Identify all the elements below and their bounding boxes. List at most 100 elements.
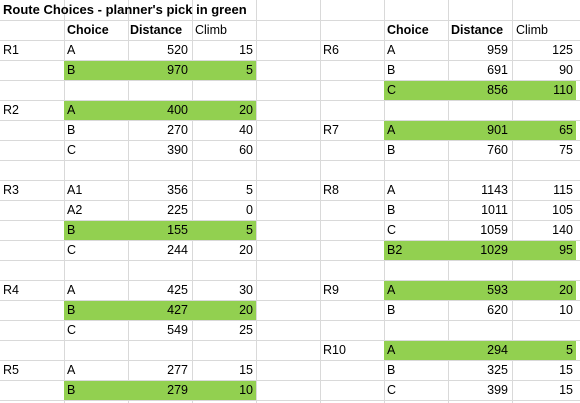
- choice-cell[interactable]: B: [67, 383, 76, 397]
- distance-cell[interactable]: 244: [167, 243, 188, 257]
- climb-cell[interactable]: 110: [553, 83, 573, 97]
- route-label[interactable]: R2: [3, 103, 19, 117]
- choice-cell[interactable]: A: [67, 363, 76, 377]
- distance-cell[interactable]: 1143: [481, 183, 508, 197]
- climb-cell[interactable]: 105: [552, 203, 573, 217]
- sheet-title[interactable]: Route Choices - planner's pick in green: [3, 2, 247, 17]
- climb-cell[interactable]: 5: [566, 343, 573, 357]
- climb-cell[interactable]: 15: [559, 363, 573, 377]
- distance-cell[interactable]: 277: [167, 363, 188, 377]
- distance-cell[interactable]: 691: [487, 63, 508, 77]
- climb-cell[interactable]: 10: [239, 383, 253, 397]
- distance-cell[interactable]: 279: [167, 383, 188, 397]
- choice-cell[interactable]: C: [67, 323, 77, 337]
- choice-cell[interactable]: A: [67, 283, 76, 297]
- choice-cell[interactable]: C: [67, 143, 77, 157]
- route-label[interactable]: R8: [323, 183, 339, 197]
- route-label[interactable]: R7: [323, 123, 339, 137]
- choice-cell[interactable]: C: [387, 83, 397, 97]
- choice-cell[interactable]: B2: [387, 243, 403, 257]
- climb-cell[interactable]: 5: [246, 63, 253, 77]
- climb-cell[interactable]: 115: [553, 183, 573, 197]
- route-label[interactable]: R3: [3, 183, 19, 197]
- distance-cell[interactable]: 1059: [480, 223, 508, 237]
- distance-cell[interactable]: 1029: [480, 243, 508, 257]
- climb-cell[interactable]: 0: [246, 203, 253, 217]
- distance-cell[interactable]: 427: [167, 303, 188, 317]
- choice-cell[interactable]: A: [387, 43, 396, 57]
- distance-cell[interactable]: 425: [167, 283, 188, 297]
- choice-cell[interactable]: A: [387, 123, 396, 137]
- climb-cell[interactable]: 5: [246, 223, 253, 237]
- distance-cell[interactable]: 356: [167, 183, 188, 197]
- climb-cell[interactable]: 15: [239, 43, 253, 57]
- distance-cell[interactable]: 620: [487, 303, 508, 317]
- climb-cell[interactable]: 140: [552, 223, 573, 237]
- distance-cell[interactable]: 520: [167, 43, 188, 57]
- climb-cell[interactable]: 15: [239, 363, 253, 377]
- choice-cell[interactable]: B: [387, 63, 396, 77]
- distance-cell[interactable]: 399: [487, 383, 508, 397]
- choice-cell[interactable]: A: [67, 103, 76, 117]
- climb-cell[interactable]: 20: [559, 283, 573, 297]
- choice-cell[interactable]: B: [67, 123, 76, 137]
- choice-cell[interactable]: A1: [67, 183, 83, 197]
- choice-cell[interactable]: B: [387, 143, 396, 157]
- choice-cell[interactable]: A2: [67, 203, 83, 217]
- choice-cell[interactable]: A: [387, 283, 396, 297]
- climb-cell[interactable]: 30: [239, 283, 253, 297]
- climb-cell[interactable]: 20: [239, 243, 253, 257]
- choice-cell[interactable]: B: [67, 303, 76, 317]
- climb-cell[interactable]: 60: [239, 143, 253, 157]
- right-header-choice[interactable]: Choice: [387, 23, 429, 37]
- distance-cell[interactable]: 959: [487, 43, 508, 57]
- left-header-distance[interactable]: Distance: [130, 23, 183, 37]
- choice-cell[interactable]: B: [67, 63, 76, 77]
- choice-cell[interactable]: B: [387, 363, 396, 377]
- route-label[interactable]: R10: [323, 343, 346, 357]
- climb-cell[interactable]: 75: [559, 143, 573, 157]
- climb-cell[interactable]: 20: [239, 103, 253, 117]
- choice-cell[interactable]: C: [67, 243, 77, 257]
- choice-cell[interactable]: A: [387, 183, 396, 197]
- distance-cell[interactable]: 856: [487, 83, 508, 97]
- distance-cell[interactable]: 390: [167, 143, 188, 157]
- choice-cell[interactable]: B: [387, 303, 396, 317]
- distance-cell[interactable]: 294: [487, 343, 508, 357]
- right-header-distance[interactable]: Distance: [451, 23, 504, 37]
- distance-cell[interactable]: 549: [167, 323, 188, 337]
- climb-cell[interactable]: 5: [246, 183, 253, 197]
- distance-cell[interactable]: 400: [167, 103, 188, 117]
- climb-cell[interactable]: 125: [552, 43, 573, 57]
- distance-cell[interactable]: 1011: [481, 203, 508, 217]
- climb-cell[interactable]: 20: [239, 303, 253, 317]
- choice-cell[interactable]: C: [387, 223, 397, 237]
- left-header-climb[interactable]: Climb: [195, 23, 227, 37]
- distance-cell[interactable]: 970: [167, 63, 188, 77]
- route-label[interactable]: R9: [323, 283, 339, 297]
- right-header-climb[interactable]: Climb: [516, 23, 548, 37]
- route-label[interactable]: R5: [3, 363, 19, 377]
- climb-cell[interactable]: 25: [239, 323, 253, 337]
- route-label[interactable]: R1: [3, 43, 19, 57]
- climb-cell[interactable]: 90: [559, 63, 573, 77]
- choice-cell[interactable]: A: [67, 43, 76, 57]
- climb-cell[interactable]: 95: [559, 243, 573, 257]
- climb-cell[interactable]: 65: [559, 123, 573, 137]
- choice-cell[interactable]: B: [67, 223, 76, 237]
- distance-cell[interactable]: 225: [167, 203, 188, 217]
- route-label[interactable]: R4: [3, 283, 19, 297]
- distance-cell[interactable]: 593: [487, 283, 508, 297]
- choice-cell[interactable]: B: [387, 203, 396, 217]
- climb-cell[interactable]: 10: [559, 303, 573, 317]
- distance-cell[interactable]: 270: [167, 123, 188, 137]
- climb-cell[interactable]: 15: [559, 383, 573, 397]
- climb-cell[interactable]: 40: [239, 123, 253, 137]
- choice-cell[interactable]: C: [387, 383, 397, 397]
- distance-cell[interactable]: 901: [487, 123, 508, 137]
- distance-cell[interactable]: 155: [167, 223, 188, 237]
- distance-cell[interactable]: 760: [487, 143, 508, 157]
- route-label[interactable]: R6: [323, 43, 339, 57]
- choice-cell[interactable]: A: [387, 343, 396, 357]
- distance-cell[interactable]: 325: [487, 363, 508, 377]
